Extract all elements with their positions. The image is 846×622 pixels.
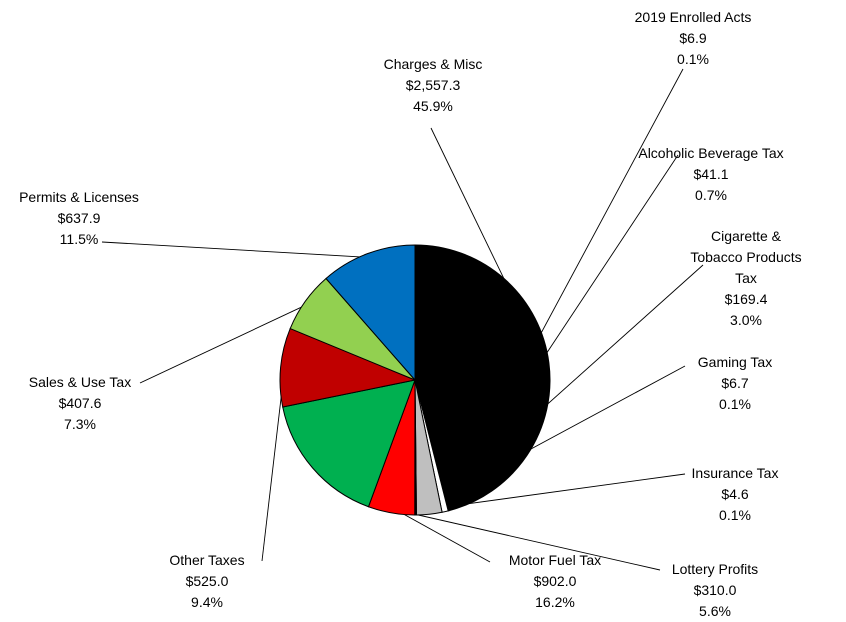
label-other-taxes: Other Taxes $525.0 9.4% [122, 550, 292, 613]
label-sales-use-tax: Sales & Use Tax $407.6 7.3% [0, 372, 165, 435]
label-name: Tax [735, 270, 757, 286]
label-percent: 0.7% [695, 187, 727, 203]
label-percent: 16.2% [535, 594, 575, 610]
label-name: Lottery Profits [671, 561, 759, 577]
slice-charges-misc [414, 244, 551, 512]
label-value: $6.9 [679, 30, 707, 46]
slice-other-taxes [279, 327, 417, 408]
label-percent: 11.5% [59, 231, 99, 247]
pie-slices [279, 244, 551, 516]
label-value: $41.1 [693, 166, 729, 182]
label-percent: 3.0% [730, 312, 762, 328]
slice-permits-licenses [325, 244, 416, 382]
label-charges-misc: Charges & Misc $2,557.3 45.9% [348, 54, 518, 117]
label-value: $310.0 [693, 582, 737, 598]
label-percent: 9.4% [191, 594, 223, 610]
label-name: Gaming Tax [697, 354, 773, 370]
label-value: $4.6 [721, 486, 749, 502]
label-name: Motor Fuel Tax [508, 552, 602, 568]
label-value: $169.4 [724, 291, 768, 307]
label-value: $6.7 [721, 375, 749, 391]
label-percent: 0.1% [677, 51, 709, 67]
label-insurance-tax: Insurance Tax $4.6 0.1% [650, 463, 820, 526]
leader-permits-licenses [101, 241, 369, 258]
label-name: Tobacco Products [690, 249, 802, 265]
label-motor-fuel-tax: Motor Fuel Tax $902.0 16.2% [470, 550, 640, 613]
label-name: Insurance Tax [691, 465, 779, 481]
label-percent: 0.1% [719, 396, 751, 412]
label-cigarette-tobacco-products-tax: Cigarette & Tobacco Products Tax $169.4 3.0% [661, 226, 831, 331]
label-value: $637.9 [57, 210, 101, 226]
leader-lottery-profits [391, 508, 661, 571]
label-name: Other Taxes [169, 552, 245, 568]
label-permits-licenses: Permits & Licenses $637.9 11.5% [0, 187, 164, 250]
label-name: Cigarette & [710, 228, 782, 244]
label-name: Alcoholic Beverage Tax [638, 145, 784, 161]
label-name: 2019 Enrolled Acts [634, 9, 752, 25]
label-value: $2,557.3 [405, 77, 461, 93]
label-value: $407.6 [58, 395, 102, 411]
label-value: $902.0 [533, 573, 577, 589]
label-name: Sales & Use Tax [28, 374, 132, 390]
leader-other-taxes [261, 367, 286, 562]
label-percent: 7.3% [64, 416, 96, 432]
label-percent: 0.1% [719, 507, 751, 523]
label-2019-enrolled-acts: 2019 Enrolled Acts $6.9 0.1% [608, 7, 778, 70]
label-value: $525.0 [185, 573, 229, 589]
label-gaming-tax: Gaming Tax $6.7 0.1% [650, 352, 820, 415]
label-name: Charges & Misc [383, 56, 483, 72]
label-percent: 45.9% [413, 98, 453, 114]
label-percent: 5.6% [699, 603, 731, 619]
label-alcoholic-beverage-tax: Alcoholic Beverage Tax $41.1 0.7% [626, 143, 796, 206]
slice-motor-fuel-tax [282, 379, 416, 508]
label-name: Permits & Licenses [19, 189, 139, 205]
label-lottery-profits: Lottery Profits $310.0 5.6% [630, 559, 800, 622]
leader-sales-use-tax [139, 303, 309, 384]
